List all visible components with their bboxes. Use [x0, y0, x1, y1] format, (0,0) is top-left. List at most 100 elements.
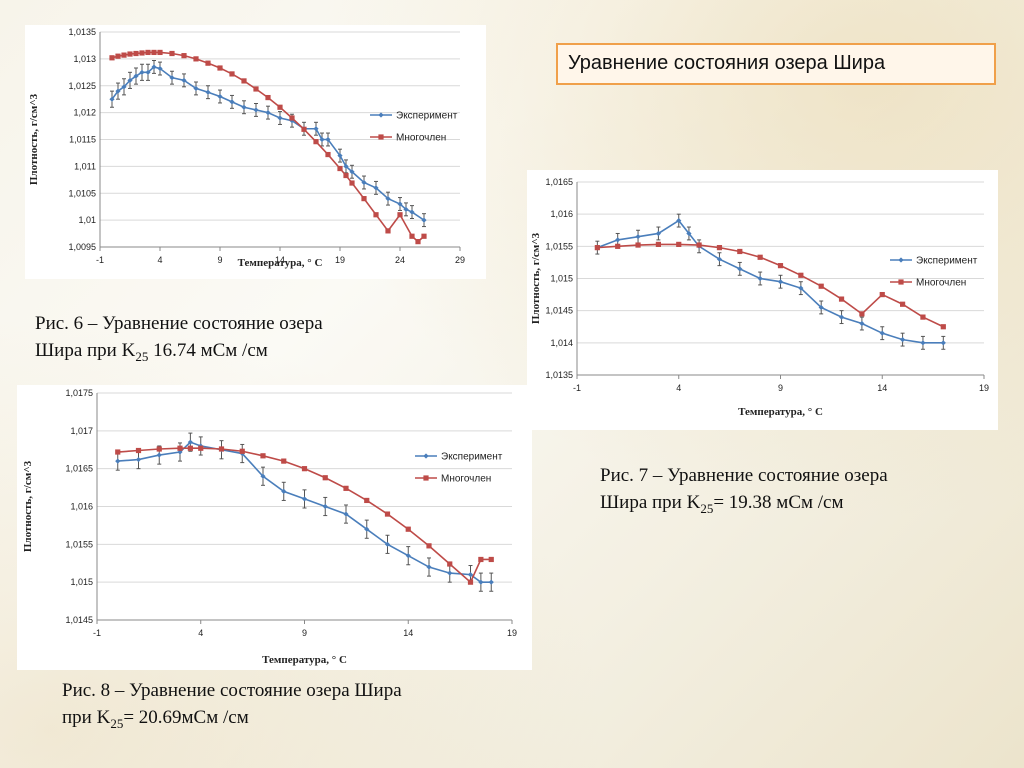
y-tick-label: 1,016 — [550, 209, 573, 219]
y-tick-label: 1,015 — [550, 274, 573, 284]
data-point-experiment — [121, 84, 127, 90]
caption-fig8-text-a: при K — [62, 707, 111, 728]
data-point-polynomial — [156, 446, 162, 452]
legend-experiment-marker — [898, 257, 904, 263]
data-point-experiment — [157, 65, 163, 72]
y-tick-label: 1,015 — [70, 577, 93, 587]
data-point-experiment — [737, 266, 743, 272]
caption-fig8-line1: Рис. 8 – Уравнение состояние озера Шира — [62, 680, 402, 701]
data-point-experiment — [818, 304, 824, 311]
data-point-polynomial — [405, 526, 411, 532]
caption-fig6-text-b: 16.74 мСм /см — [148, 340, 268, 361]
data-point-polynomial — [397, 212, 403, 218]
data-point-experiment — [361, 179, 367, 186]
data-point-polynomial — [343, 172, 349, 179]
caption-fig6-sub: 25 — [135, 348, 149, 364]
caption-fig7-line2: Шира при K25= 19.38 мСм /см — [600, 489, 888, 522]
data-point-polynomial — [467, 579, 474, 585]
x-tick-label: 9 — [302, 628, 307, 638]
y-tick-label: 1,0105 — [68, 188, 96, 198]
data-point-polynomial — [198, 445, 204, 451]
data-point-experiment — [373, 185, 379, 191]
legend-experiment-label: Эксперимент — [441, 452, 503, 463]
data-point-experiment — [301, 496, 308, 502]
data-point-polynomial — [193, 56, 199, 62]
data-point-polynomial — [373, 212, 379, 218]
caption-fig8-line2: при K25= 20.69мСм /см — [62, 704, 402, 737]
data-point-polynomial — [838, 296, 845, 302]
data-point-polynomial — [409, 233, 415, 239]
y-tick-label: 1,0145 — [545, 306, 573, 316]
data-point-polynomial — [187, 445, 193, 451]
y-tick-label: 1,016 — [70, 502, 93, 512]
data-point-polynomial — [325, 151, 331, 158]
caption-fig6: Рис. 6 – Уравнение состояние озера Шира … — [35, 310, 323, 370]
data-point-experiment — [364, 526, 370, 532]
data-point-polynomial — [169, 50, 175, 57]
data-point-polynomial — [488, 556, 494, 563]
y-tick-label: 1,0135 — [545, 370, 573, 380]
data-point-polynomial — [676, 241, 682, 248]
caption-fig6-text-a: Шира при K — [35, 340, 136, 361]
data-point-polynomial — [151, 49, 157, 56]
data-point-experiment — [145, 69, 151, 75]
data-point-polynomial — [115, 53, 121, 59]
data-point-polynomial — [421, 233, 427, 239]
legend-polynomial-label: Многочлен — [916, 278, 966, 289]
legend-polynomial-marker — [378, 134, 384, 140]
legend-polynomial-label: Многочлен — [441, 474, 491, 485]
data-point-experiment — [900, 337, 906, 343]
data-point-experiment — [397, 201, 403, 207]
data-point-experiment — [115, 458, 121, 464]
x-tick-label: 24 — [395, 255, 405, 265]
data-point-experiment — [426, 564, 432, 570]
y-axis-title: Плотность, г/см^3 — [28, 93, 40, 185]
y-tick-label: 1,0115 — [69, 135, 96, 145]
data-point-polynomial — [777, 263, 784, 269]
data-point-polynomial — [415, 239, 421, 245]
caption-fig8-sub: 25 — [110, 715, 124, 731]
data-point-polynomial — [241, 78, 247, 84]
y-tick-label: 1,01 — [78, 215, 96, 225]
x-tick-label: 9 — [778, 383, 783, 393]
series-polynomial-line — [597, 243, 944, 328]
y-tick-label: 1,012 — [73, 108, 96, 118]
data-point-polynomial — [737, 248, 743, 255]
data-point-experiment — [337, 153, 343, 159]
x-tick-label: -1 — [573, 383, 581, 393]
data-point-polynomial — [798, 272, 804, 278]
legend-experiment-label: Эксперимент — [916, 256, 978, 267]
data-point-polynomial — [716, 245, 723, 251]
caption-fig7: Рис. 7 – Уравнение состояние озера Шира … — [600, 462, 888, 522]
data-point-polynomial — [281, 458, 287, 464]
chart-fig6: 1,0095 1,01 1,0105 1,011 1,0115 1,012 1,0125 1,… — [28, 27, 465, 269]
data-point-experiment — [447, 570, 453, 576]
x-tick-label: 14 — [877, 383, 887, 393]
y-tick-label: 1,017 — [70, 426, 93, 436]
legend-experiment-marker — [423, 453, 429, 459]
caption-fig6-line2: Шира при K25 16.74 мСм /см — [35, 337, 323, 370]
data-point-experiment — [156, 452, 162, 458]
y-tick-label: 1,0095 — [68, 242, 96, 252]
x-tick-label: -1 — [93, 628, 101, 638]
data-point-polynomial — [426, 543, 432, 549]
data-point-experiment — [319, 136, 325, 143]
data-point-polynomial — [260, 453, 266, 459]
data-point-experiment — [777, 279, 784, 285]
data-point-polynomial — [757, 254, 763, 260]
series-experiment-line — [117, 441, 492, 583]
caption-fig8-text-b: = 20.69мСм /см — [123, 707, 249, 728]
data-point-experiment — [322, 503, 328, 510]
data-point-experiment — [385, 196, 391, 202]
data-point-polynomial — [181, 53, 187, 59]
x-tick-label: 19 — [507, 628, 517, 638]
data-point-experiment — [615, 237, 621, 243]
y-axis-title: Плотность, г/см^3 — [22, 460, 34, 552]
data-point-polynomial — [239, 448, 245, 454]
data-point-experiment — [349, 169, 355, 175]
data-point-polynomial — [177, 445, 183, 451]
data-point-polynomial — [594, 245, 600, 251]
data-point-experiment — [217, 93, 223, 100]
data-point-polynomial — [343, 485, 349, 491]
caption-fig8: Рис. 8 – Уравнение состояние озера Шира … — [62, 677, 402, 737]
